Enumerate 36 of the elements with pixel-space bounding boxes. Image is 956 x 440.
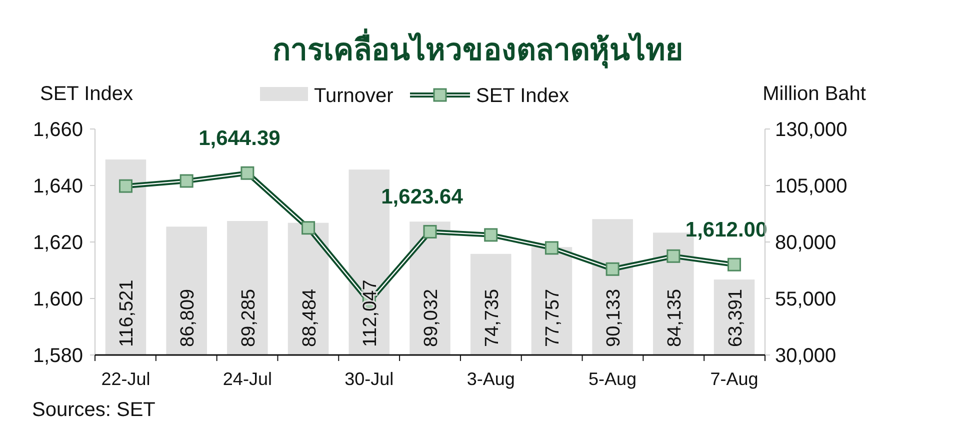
x-tick-label: 30-Jul	[344, 369, 394, 389]
source-note: Sources: SET	[32, 399, 156, 421]
data-label: 1,623.64	[381, 186, 464, 209]
y2-tick-label: 55,000	[775, 288, 836, 310]
data-label: 86,809	[178, 288, 199, 347]
data-label: 84,135	[664, 288, 686, 347]
data-label: 90,133	[604, 288, 625, 347]
data-label: 89,032	[421, 288, 442, 347]
y-tick-label: 1,580	[32, 345, 83, 367]
data-label: 88,484	[299, 288, 320, 347]
data-label: 74,735	[482, 288, 503, 347]
y-tick-label: 1,660	[32, 119, 83, 141]
y2-tick-label: 130,000	[775, 119, 848, 141]
x-tick-label: 22-Jul	[101, 369, 150, 389]
data-label: 77,757	[542, 288, 564, 347]
data-label: 89,285	[238, 288, 260, 347]
data-label: 116,521	[116, 280, 138, 347]
y-tick-label: 1,640	[32, 176, 83, 198]
x-tick-label: 3-Aug	[466, 369, 515, 389]
x-tick-label: 5-Aug	[588, 369, 637, 389]
y-axis-title: SET Index	[40, 83, 134, 105]
x-tick-label: 7-Aug	[710, 369, 758, 389]
y2-tick-label: 80,000	[775, 232, 836, 254]
y-tick-label: 1,600	[32, 288, 83, 310]
y2-axis-title: Million Baht	[762, 83, 866, 105]
data-label: 1,644.39	[198, 127, 280, 150]
x-tick-label: 24-Jul	[222, 369, 272, 389]
chart-title: การเคลื่อนไหวของตลาดหุ้นไทย	[272, 28, 684, 69]
y2-tick-label: 105,000	[775, 176, 848, 198]
y-tick-label: 1,620	[32, 232, 83, 254]
legend-label: SET Index	[476, 85, 570, 107]
y2-tick-label: 30,000	[775, 345, 836, 367]
data-label: 63,391	[725, 288, 746, 347]
legend-label: Turnover	[314, 85, 394, 107]
data-label: 112,047	[360, 280, 382, 347]
data-label: 1,612.00	[685, 218, 768, 242]
